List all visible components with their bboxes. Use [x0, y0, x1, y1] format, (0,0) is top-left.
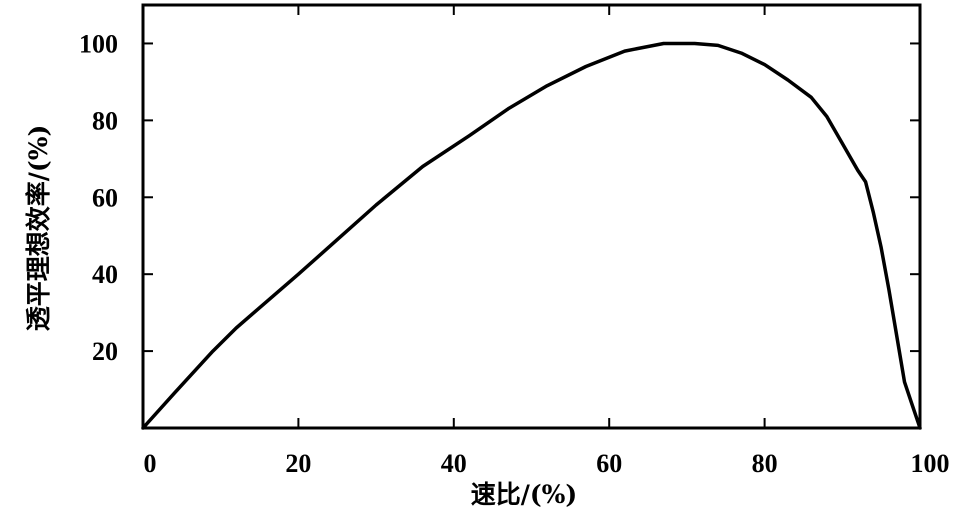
y-tick-label-1: 40 — [92, 260, 118, 289]
tick-labels: 0 20 40 60 80 100 20 40 60 80 100 — [79, 29, 950, 478]
axis-ticks — [142, 5, 921, 428]
y-axis-title: 透平理想效率/(%) — [24, 125, 53, 332]
plot-frame — [141, 3, 922, 430]
x-tick-label-2: 40 — [441, 449, 467, 478]
y-tick-label-4: 100 — [79, 29, 118, 58]
x-axis-title: 速比/(%) — [471, 480, 578, 509]
x-tick-label-4: 80 — [752, 449, 778, 478]
series-layer — [141, 41, 922, 430]
y-tick-label-0: 20 — [92, 337, 118, 366]
x-tick-label-1: 20 — [285, 449, 311, 478]
y-tick-label-2: 60 — [92, 183, 118, 212]
y-tick-label-3: 80 — [92, 106, 118, 135]
x-tick-label-0: 0 — [144, 449, 157, 478]
x-tick-label-3: 60 — [596, 449, 622, 478]
x-tick-label-5: 100 — [911, 449, 950, 478]
series-line-0 — [141, 41, 922, 430]
